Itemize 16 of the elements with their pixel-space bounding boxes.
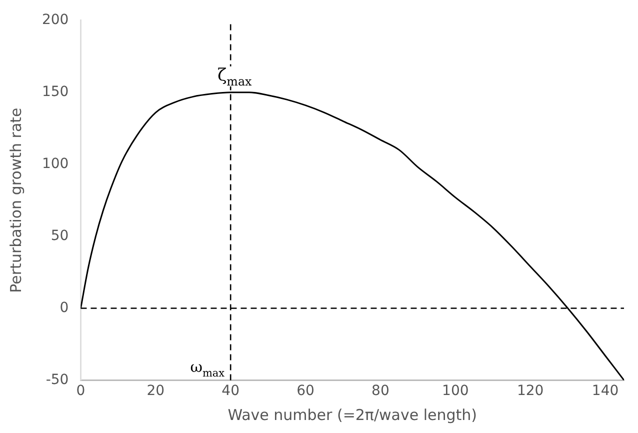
x-tick-label: 100 bbox=[442, 383, 469, 400]
y-tick-label: 100 bbox=[42, 156, 69, 172]
x-tick-label: 40 bbox=[222, 383, 240, 400]
y-tick-label: -50 bbox=[46, 372, 69, 388]
x-tick-label: 80 bbox=[372, 383, 390, 400]
y-tick-label: 200 bbox=[42, 12, 69, 28]
x-axis-title: Wave number (=2π/wave length) bbox=[228, 406, 478, 424]
x-tick-label: 0 bbox=[76, 383, 86, 400]
x-tick-label: 140 bbox=[592, 383, 619, 400]
x-tick-label: 60 bbox=[296, 383, 314, 400]
y-tick-label: 150 bbox=[42, 84, 69, 100]
y-axis-title: Perturbation growth rate bbox=[6, 108, 25, 293]
y-tick-label: 50 bbox=[50, 228, 69, 244]
y-tick-label: 0 bbox=[60, 300, 69, 316]
x-tick-label: 20 bbox=[146, 383, 165, 400]
x-tick-label: 120 bbox=[516, 383, 544, 400]
